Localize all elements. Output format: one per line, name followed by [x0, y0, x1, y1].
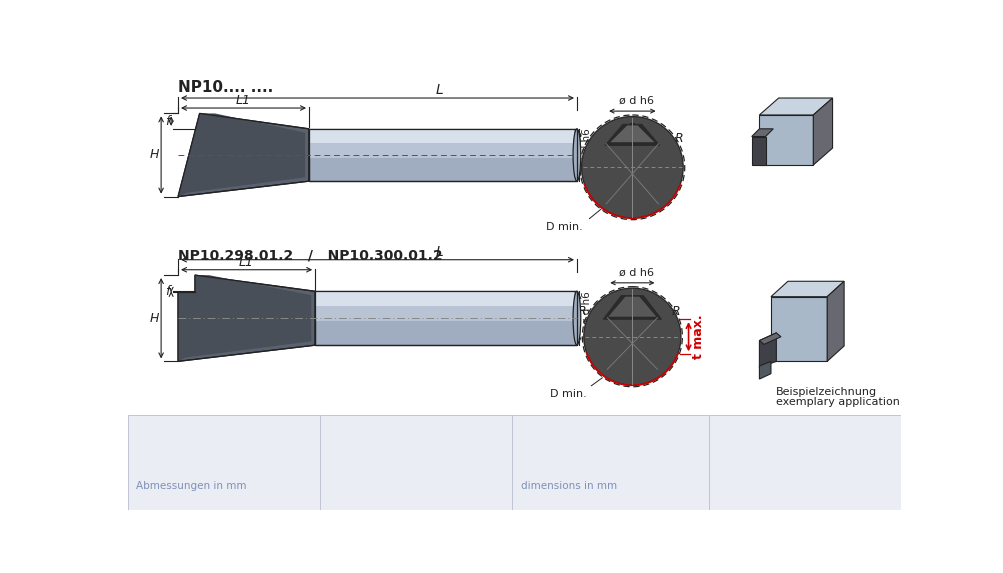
- Bar: [315, 291, 574, 307]
- Circle shape: [581, 116, 682, 218]
- Text: D min.: D min.: [546, 222, 582, 232]
- Text: dimensions in mm: dimensions in mm: [521, 481, 616, 490]
- Bar: [319, 415, 512, 510]
- Circle shape: [583, 288, 680, 385]
- Text: Abmessungen in mm: Abmessungen in mm: [135, 481, 246, 490]
- Text: L: L: [434, 83, 442, 97]
- Text: L: L: [434, 245, 442, 259]
- Polygon shape: [610, 125, 654, 142]
- Text: ø d h6: ø d h6: [618, 268, 653, 277]
- Bar: [128, 415, 319, 510]
- Ellipse shape: [573, 291, 580, 345]
- Polygon shape: [603, 296, 661, 319]
- Text: NP10.298.01.2   /   NP10.300.01.2: NP10.298.01.2 / NP10.300.01.2: [178, 248, 442, 262]
- Bar: [309, 129, 574, 143]
- Polygon shape: [178, 113, 309, 197]
- Text: R: R: [574, 132, 582, 145]
- Text: ø d h6: ø d h6: [581, 128, 591, 161]
- Bar: [309, 129, 577, 181]
- Text: R: R: [577, 305, 586, 318]
- Polygon shape: [758, 333, 780, 344]
- Bar: [708, 415, 901, 510]
- Text: L1: L1: [236, 95, 251, 107]
- Polygon shape: [758, 115, 812, 165]
- Text: f: f: [165, 115, 170, 128]
- Bar: [512, 415, 708, 510]
- Text: ø d h6: ø d h6: [581, 291, 591, 324]
- Ellipse shape: [573, 129, 580, 181]
- Text: D min.: D min.: [549, 389, 586, 399]
- Bar: [315, 291, 577, 345]
- Text: exemplary application: exemplary application: [775, 397, 900, 407]
- Text: f: f: [165, 285, 170, 299]
- Text: NP10.... ....: NP10.... ....: [178, 80, 273, 95]
- Polygon shape: [758, 98, 831, 115]
- Polygon shape: [770, 281, 844, 297]
- Text: R: R: [674, 132, 682, 145]
- Polygon shape: [770, 297, 826, 362]
- Polygon shape: [751, 136, 765, 165]
- Polygon shape: [751, 129, 772, 136]
- Text: Beispielzeichnung: Beispielzeichnung: [775, 387, 877, 397]
- Text: B: B: [628, 121, 636, 135]
- Text: H: H: [149, 148, 158, 162]
- Polygon shape: [812, 98, 831, 165]
- Bar: [315, 291, 577, 345]
- Polygon shape: [178, 275, 311, 362]
- Polygon shape: [608, 297, 656, 317]
- Text: t max.: t max.: [692, 315, 705, 359]
- Polygon shape: [758, 333, 775, 367]
- Polygon shape: [605, 124, 659, 146]
- Bar: [309, 143, 574, 158]
- Text: L1: L1: [239, 256, 254, 269]
- Text: H: H: [149, 312, 158, 325]
- Polygon shape: [826, 281, 844, 362]
- Polygon shape: [178, 113, 305, 197]
- Text: B: B: [628, 295, 636, 308]
- Polygon shape: [758, 362, 770, 379]
- Text: ø d h6: ø d h6: [618, 96, 653, 106]
- Polygon shape: [178, 275, 315, 362]
- Bar: [309, 129, 577, 181]
- Text: R: R: [671, 305, 679, 318]
- Bar: [315, 307, 574, 321]
